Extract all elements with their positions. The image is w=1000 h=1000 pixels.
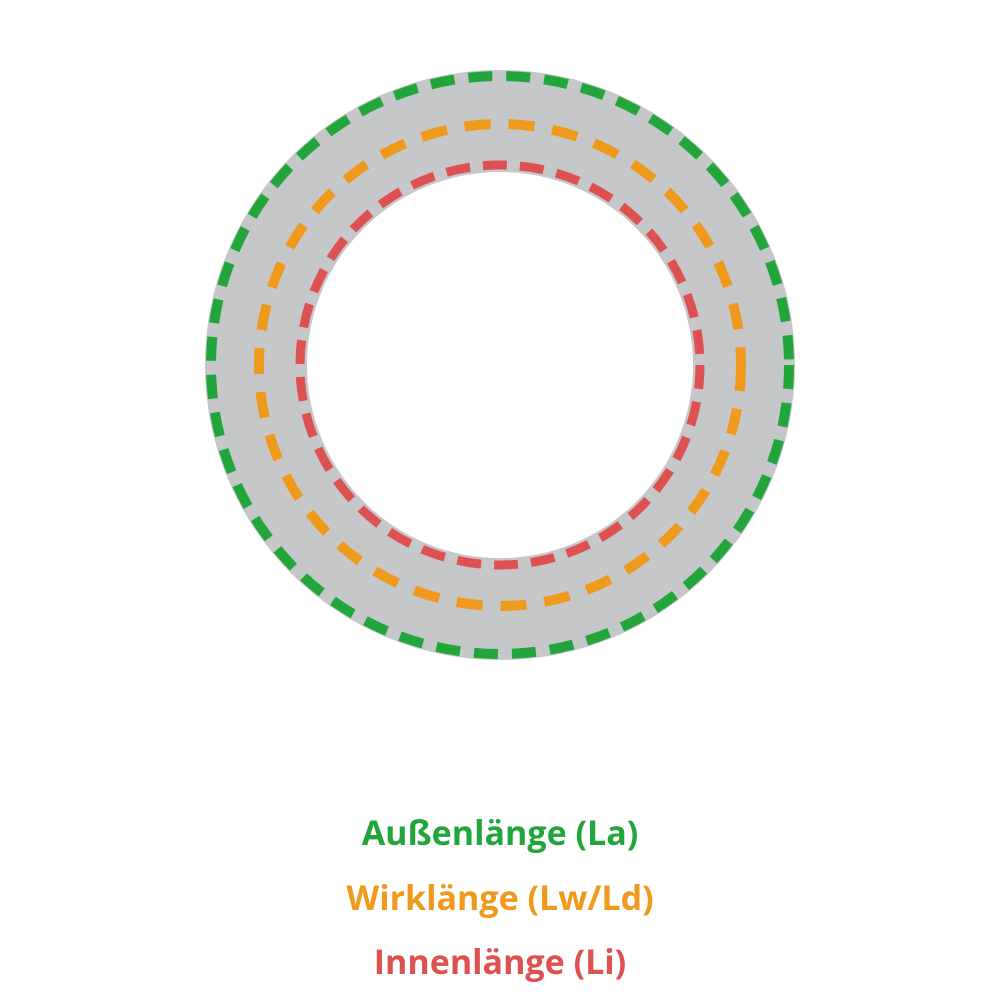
ring-diagram	[0, 0, 1000, 730]
legend-inner: Innenlänge (Li)	[346, 929, 653, 994]
legend-middle: Wirklänge (Lw/Ld)	[346, 865, 653, 930]
legend-outer: Außenlänge (La)	[346, 800, 653, 865]
band-ring	[205, 70, 795, 660]
legend: Außenlänge (La) Wirklänge (Lw/Ld) Innenl…	[346, 800, 653, 994]
